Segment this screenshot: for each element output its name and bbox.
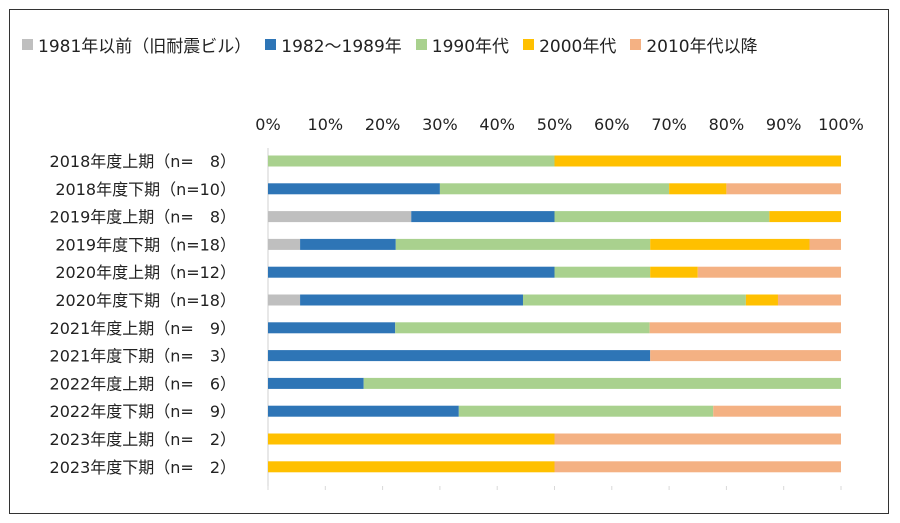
category-label: 2020年度上期（n=12） bbox=[55, 263, 236, 282]
bar-segment bbox=[769, 211, 841, 223]
bar-segment bbox=[554, 266, 651, 278]
bar-segment bbox=[809, 238, 841, 250]
x-tick-label: 50% bbox=[537, 115, 573, 134]
category-label: 2022年度上期（n= 6） bbox=[50, 374, 236, 393]
bar-segment bbox=[268, 238, 301, 250]
bar-segment bbox=[268, 322, 396, 334]
category-label: 2021年度下期（n= 3） bbox=[50, 347, 236, 366]
bar-segment bbox=[300, 238, 396, 250]
bar-segment bbox=[697, 266, 841, 278]
bar-segment bbox=[268, 405, 459, 417]
bar-segment bbox=[726, 183, 841, 195]
category-label: 2018年度上期（n= 8） bbox=[50, 152, 236, 171]
chart-frame bbox=[9, 9, 889, 514]
bar-segment bbox=[268, 211, 412, 223]
bar-segment bbox=[458, 405, 714, 417]
bar-segment bbox=[268, 433, 555, 445]
category-label: 2023年度下期（n= 2） bbox=[50, 458, 236, 477]
x-tick-label: 0% bbox=[255, 115, 280, 134]
legend-swatch bbox=[630, 39, 642, 50]
category-label: 2023年度上期（n= 2） bbox=[50, 430, 236, 449]
x-tick-label: 70% bbox=[651, 115, 687, 134]
bar-segment bbox=[395, 322, 650, 334]
bar-segment bbox=[268, 294, 301, 306]
legend-label: 2010年代以降 bbox=[646, 37, 758, 57]
bar-segment bbox=[554, 461, 841, 473]
x-tick-label: 100% bbox=[818, 115, 864, 134]
bar-segment bbox=[554, 433, 841, 445]
bar-segment bbox=[268, 377, 364, 389]
category-label: 2019年度上期（n= 8） bbox=[50, 208, 236, 227]
bar-segment bbox=[650, 266, 698, 278]
category-label: 2022年度下期（n= 9） bbox=[50, 402, 236, 421]
bar-segment bbox=[268, 266, 555, 278]
x-tick-label: 90% bbox=[766, 115, 802, 134]
category-label: 2018年度下期（n=10） bbox=[55, 180, 236, 199]
legend-swatch bbox=[523, 39, 535, 50]
bar-segment bbox=[745, 294, 778, 306]
bar-segment bbox=[268, 183, 440, 195]
legend-swatch bbox=[22, 39, 33, 50]
category-label: 2020年度下期（n=18） bbox=[55, 291, 236, 310]
bar-segment bbox=[649, 322, 841, 334]
legend-item: 2010年代以降 bbox=[630, 32, 758, 57]
legend-item: 2000年代 bbox=[523, 32, 616, 57]
bar-segment bbox=[554, 155, 841, 167]
legend-swatch bbox=[265, 39, 277, 50]
x-tick-label: 80% bbox=[709, 115, 745, 134]
legend-swatch bbox=[415, 39, 427, 50]
bar-segment bbox=[669, 183, 727, 195]
x-tick-label: 30% bbox=[422, 115, 458, 134]
bar-segment bbox=[554, 211, 770, 223]
bar-segment bbox=[522, 294, 746, 306]
bar-segment bbox=[777, 294, 841, 306]
legend-label: 1982～1989年 bbox=[281, 37, 402, 57]
legend-item: 1981年以前（旧耐震ビル） bbox=[22, 32, 251, 57]
chart-legend: 1981年以前（旧耐震ビル） 1982～1989年 1990年代 2000年代 2010… bbox=[22, 32, 758, 57]
bar-segment bbox=[713, 405, 841, 417]
category-label: 2021年度上期（n= 9） bbox=[50, 319, 236, 338]
bar-segment bbox=[395, 238, 651, 250]
bar-segment bbox=[363, 377, 841, 389]
bar-segment bbox=[650, 238, 810, 250]
x-tick-label: 60% bbox=[594, 115, 630, 134]
bar-segment bbox=[439, 183, 670, 195]
legend-label: 2000年代 bbox=[539, 37, 617, 57]
legend-label: 1990年代 bbox=[431, 37, 510, 57]
x-tick-label: 20% bbox=[365, 115, 401, 134]
bar-segment bbox=[411, 211, 555, 223]
bar-segment bbox=[268, 155, 555, 167]
legend-label: 1981年以前（旧耐震ビル） bbox=[38, 37, 252, 57]
legend-item: 1990年代 bbox=[415, 32, 510, 57]
x-tick-label: 10% bbox=[308, 115, 344, 134]
legend-item: 1982～1989年 bbox=[265, 32, 402, 57]
x-tick-label: 40% bbox=[479, 115, 515, 134]
bar-segment bbox=[268, 461, 555, 473]
bar-segment bbox=[650, 350, 841, 362]
category-label: 2019年度下期（n=18） bbox=[55, 235, 236, 254]
bar-segment bbox=[268, 350, 651, 362]
bar-segment bbox=[300, 294, 523, 306]
